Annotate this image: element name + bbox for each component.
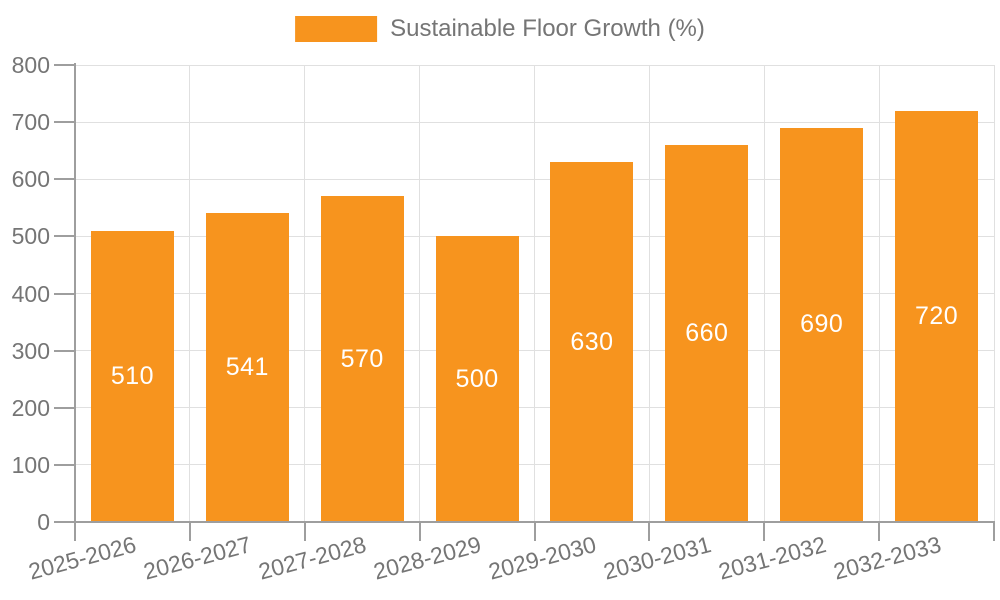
y-tick-label: 0 [37,509,50,535]
x-axis-tick [993,523,995,541]
y-tick-label: 800 [11,52,50,78]
bar-value-label: 500 [455,364,499,393]
x-tick-label: 2029-2030 [485,531,599,585]
bar-value-label: 660 [685,318,729,347]
x-axis-tick [418,523,421,541]
y-axis-tick [54,235,74,238]
legend-swatch [295,16,378,42]
y-axis-line [74,63,76,540]
x-gridline [763,65,765,522]
x-gridline [419,65,421,522]
bar[interactable]: 541 [205,212,289,522]
y-axis-tick [54,406,74,409]
y-tick-label: 600 [11,166,50,193]
y-axis-tick [54,521,74,523]
bar-value-label: 630 [570,327,614,356]
x-axis-tick [878,523,881,541]
y-tick-label: 400 [11,280,50,307]
x-tick-label: 2031-2032 [715,531,829,585]
legend[interactable]: Sustainable Floor Growth (%) [295,15,705,43]
bar[interactable]: 660 [665,144,749,522]
x-gridline [534,65,535,522]
bar-value-label: 541 [225,352,269,381]
bar-value-label: 510 [110,361,155,390]
x-tick-label: 2026-2027 [141,531,255,585]
x-gridline [304,65,306,522]
y-axis-tick [54,64,74,66]
x-tick-label: 2027-2028 [255,531,369,585]
x-tick-label: 2032-2033 [830,531,944,585]
x-tick-label: 2030-2031 [600,531,714,585]
bar-value-label: 720 [914,301,959,330]
y-tick-label: 300 [11,337,50,364]
bar[interactable]: 690 [780,127,864,522]
y-tick-label: 100 [11,451,50,478]
bar-value-label: 570 [340,344,384,373]
bar[interactable]: 570 [320,196,404,522]
x-tick-label: 2025-2026 [26,531,140,585]
x-axis-tick [533,523,536,541]
bar-value-label: 690 [800,310,844,339]
bar[interactable]: 720 [895,110,979,522]
x-axis-tick [188,523,191,541]
bar[interactable]: 630 [550,162,634,522]
x-axis-tick [763,523,766,541]
x-gridline [189,65,191,522]
x-axis-tick [303,523,306,541]
y-axis-tick [54,292,74,295]
y-axis-tick [54,463,74,466]
bar[interactable]: 510 [90,230,174,522]
y-axis-tick [54,121,74,124]
x-axis-line [74,521,995,523]
bar[interactable]: 500 [435,236,519,522]
x-axis-tick [648,523,651,541]
x-gridline [878,65,880,522]
x-gridline [648,65,650,522]
y-tick-label: 500 [11,223,50,250]
y-tick-label: 200 [11,394,50,421]
y-tick-label: 700 [11,109,50,136]
x-tick-label: 2028-2029 [370,531,484,585]
legend-label: Sustainable Floor Growth (%) [390,15,705,42]
y-axis-tick [54,349,74,352]
y-axis-tick [54,178,74,181]
x-gridline [993,65,995,522]
